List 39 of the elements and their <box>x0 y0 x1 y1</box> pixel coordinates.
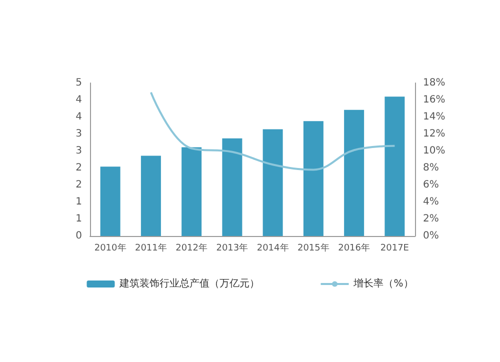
y-tick-label: 1 <box>76 196 82 208</box>
y2-tick-label: 4% <box>423 196 439 208</box>
y-tick-label: 3 <box>76 128 82 140</box>
x-tick-label: 2015年 <box>297 242 330 254</box>
bar <box>303 121 324 236</box>
x-tick-label: 2016年 <box>338 242 370 254</box>
x-tick-label: 2013年 <box>216 242 248 254</box>
x-tick-label: 2012年 <box>176 242 208 254</box>
y2-tick-label: 16% <box>423 94 446 106</box>
y2-tick-label: 2% <box>423 214 439 224</box>
x-tick-label: 2017E <box>380 244 410 254</box>
bar <box>140 156 161 236</box>
y2-tick-label: 6% <box>423 180 439 190</box>
y2-tick-label: 18% <box>423 78 446 88</box>
y2-tick-label: 8% <box>423 162 439 174</box>
bar <box>262 129 283 236</box>
y-tick-label: 4 <box>76 94 82 106</box>
bar <box>344 110 364 236</box>
y-tick-label: 4 <box>76 112 82 122</box>
bar <box>182 147 202 236</box>
legend-label: 增长率（%） <box>352 278 414 290</box>
legend-label: 建筑装饰行业总产值（万亿元） <box>118 278 260 290</box>
y2-tick-label: 12% <box>423 128 446 140</box>
bar <box>222 138 242 236</box>
line-series <box>150 91 396 171</box>
bar <box>100 166 120 236</box>
x-tick-label: 2014年 <box>256 242 289 254</box>
bar <box>384 96 405 236</box>
x-tick-label: 2011年 <box>134 242 167 254</box>
x-tick-label: 2010年 <box>94 242 126 254</box>
y2-tick-label: 10% <box>423 146 446 156</box>
y-tick-label: 5 <box>76 78 82 88</box>
y-tick-label: 0 <box>76 230 82 242</box>
y-tick-label: 2 <box>76 180 82 190</box>
y2-tick-label: 14% <box>423 112 446 122</box>
y-tick-label: 1 <box>76 214 82 224</box>
y-tick-label: 3 <box>76 146 82 156</box>
y-tick-label: 2 <box>76 162 82 174</box>
y2-tick-label: 0% <box>423 230 439 242</box>
